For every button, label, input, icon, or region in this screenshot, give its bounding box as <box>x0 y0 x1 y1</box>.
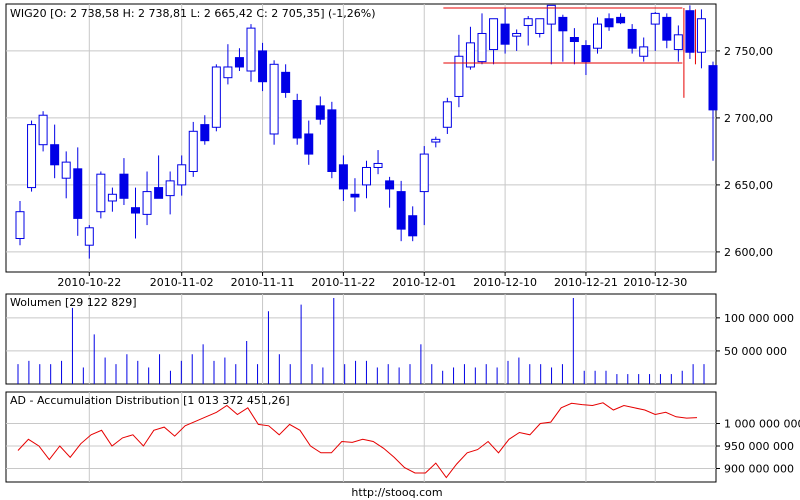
ad-grid <box>6 392 716 482</box>
candle-down <box>234 57 244 68</box>
volume-y-axis: 50 000 000 100 000 000 <box>716 312 794 358</box>
price-y-tick-label: 2 600,00 <box>724 246 773 259</box>
price-x-axis: 2010-10-22 2010-11-02 2010-11-11 2010-11-22… <box>57 272 687 289</box>
candle-up <box>465 42 475 68</box>
price-title: WIG20 [O: 2 738,58 H: 2 738,81 L: 2 665,… <box>10 7 376 20</box>
price-x-tick-label: 2010-12-10 <box>473 276 537 289</box>
ad-y-tick-label: 950 000 000 <box>724 440 794 453</box>
price-panel: 2 600,00 2 650,00 2 700,00 2 750,00 2010-10… <box>5 3 773 289</box>
price-x-tick-label: 2010-12-01 <box>392 276 456 289</box>
candle-down <box>396 191 406 230</box>
candle-up <box>535 18 545 34</box>
footer-url[interactable]: http://stooq.com <box>351 486 442 499</box>
price-x-tick-label: 2010-11-11 <box>231 276 295 289</box>
candle-up <box>593 23 602 49</box>
price-y-axis: 2 600,00 2 650,00 2 700,00 2 750,00 <box>716 45 773 259</box>
candle-down <box>385 180 395 190</box>
price-x-tick-label: 2010-10-22 <box>57 276 121 289</box>
candle-up <box>442 101 452 128</box>
candle-down <box>315 105 325 120</box>
candle-down <box>73 168 83 219</box>
price-panel-frame <box>5 3 717 273</box>
candle-down <box>685 10 695 53</box>
candle-down <box>281 71 291 93</box>
candle-up <box>61 161 71 179</box>
candle-up <box>165 180 175 197</box>
candle-down <box>258 50 268 83</box>
candle-up <box>419 153 429 193</box>
candle-up <box>177 164 187 186</box>
candle-up <box>362 166 371 186</box>
candle-up <box>27 124 37 189</box>
candle-down <box>304 133 314 155</box>
ad-line <box>17 402 698 479</box>
candle-down <box>627 28 637 49</box>
candle-up <box>107 193 117 202</box>
volume-y-tick-label: 50 000 000 <box>724 345 787 358</box>
ad-y-tick-label: 900 000 000 <box>724 463 794 476</box>
candle-down <box>154 187 164 199</box>
candle-up <box>454 55 464 97</box>
candle-down <box>350 193 360 198</box>
price-y-tick-label: 2 750,00 <box>724 45 773 58</box>
volume-y-tick-label: 100 000 000 <box>724 312 794 325</box>
volume-title: Wolumen [29 122 829] <box>10 296 137 309</box>
candle-up <box>431 138 441 143</box>
candle-up <box>15 211 25 239</box>
candle-down <box>200 124 210 142</box>
ad-y-axis: 900 000 000 950 000 000 1 000 000 000 <box>716 418 800 476</box>
candle-up <box>512 32 522 37</box>
candle-down <box>569 37 579 43</box>
candle-down <box>662 16 672 41</box>
candle-down <box>408 215 418 237</box>
candle-down <box>338 164 348 190</box>
candle-up <box>142 191 152 215</box>
candle-up <box>639 46 649 57</box>
candle-up <box>546 4 556 25</box>
candle-up <box>523 18 533 26</box>
volume-panel: 50 000 000 100 000 000 Wolumen [29 122 82… <box>5 293 794 385</box>
volume-panel-frame <box>5 293 717 385</box>
candle-up <box>84 227 94 246</box>
volume-grid <box>6 294 716 384</box>
candle-up <box>650 12 660 25</box>
candle-up <box>477 32 487 63</box>
candle-up <box>246 27 256 72</box>
price-x-tick-label: 2010-12-21 <box>554 276 618 289</box>
candle-up <box>223 66 233 79</box>
candle-down <box>292 99 302 139</box>
ad-y-tick-label: 1 000 000 000 <box>724 418 800 431</box>
price-candles <box>15 4 718 259</box>
candle-down <box>616 16 626 24</box>
candle-up <box>269 63 279 135</box>
candle-down <box>558 16 568 32</box>
candle-down <box>50 144 60 166</box>
price-x-tick-label: 2010-11-22 <box>311 276 375 289</box>
candle-down <box>119 173 129 199</box>
candle-down <box>604 18 614 28</box>
price-y-tick-label: 2 650,00 <box>724 179 773 192</box>
candle-up <box>489 18 499 51</box>
candle-up <box>188 130 198 173</box>
candle-up <box>96 173 106 213</box>
candle-down <box>327 109 337 172</box>
candle-up <box>673 34 683 51</box>
price-x-tick-label: 2010-11-02 <box>150 276 214 289</box>
candle-down <box>708 65 718 111</box>
candle-down <box>581 45 591 63</box>
price-channel <box>443 7 683 64</box>
candle-up <box>211 66 221 128</box>
candle-up <box>696 18 706 53</box>
price-y-tick-label: 2 700,00 <box>724 112 773 125</box>
candle-down <box>131 207 140 214</box>
ad-series-line <box>17 402 698 479</box>
candle-down <box>500 23 510 45</box>
volume-bars <box>17 298 705 384</box>
ad-panel: 900 000 000 950 000 000 1 000 000 000 AD -… <box>5 391 800 483</box>
candle-up <box>38 114 48 146</box>
price-x-tick-label: 2010-12-30 <box>623 276 687 289</box>
ad-title: AD - Accumulation Distribution [1 013 37… <box>10 394 290 407</box>
candle-up <box>373 162 383 168</box>
